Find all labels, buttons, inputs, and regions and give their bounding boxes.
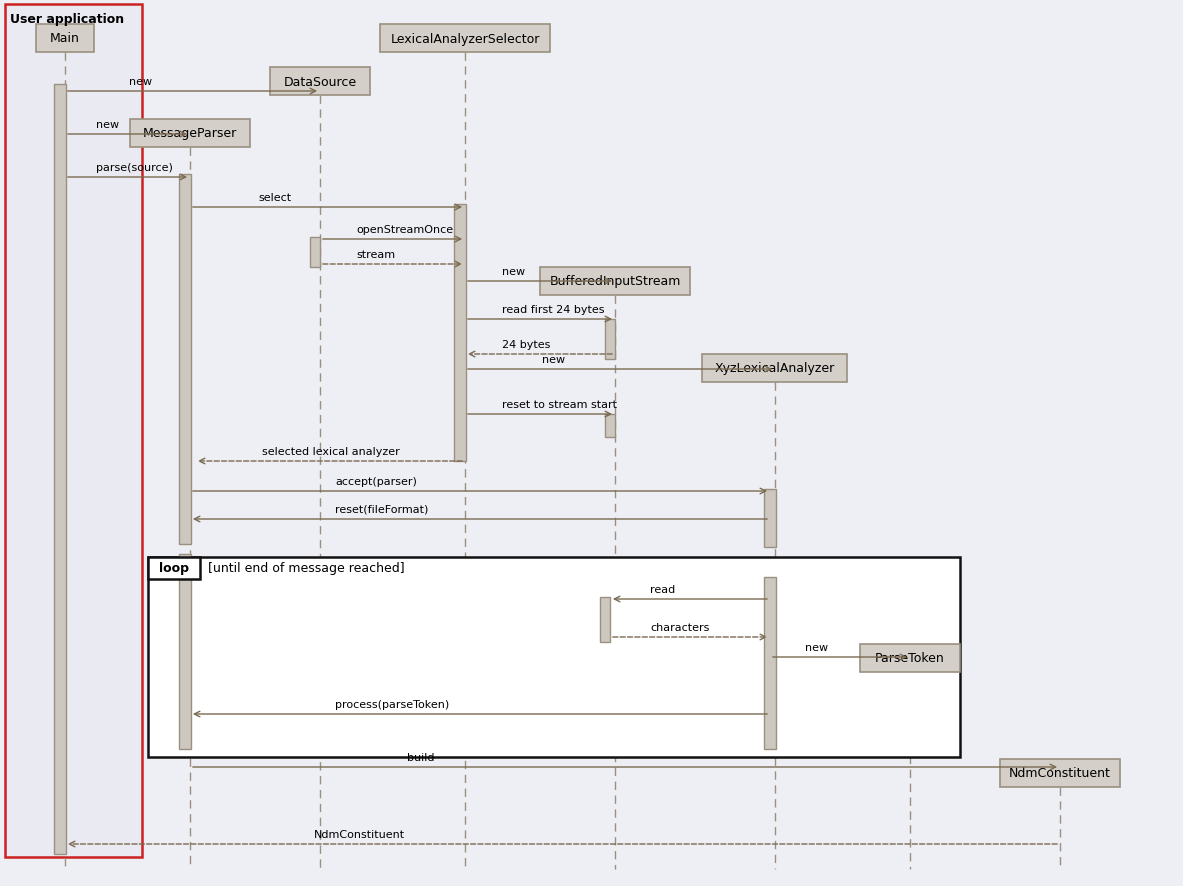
Bar [380,25,550,53]
Text: Main: Main [50,33,80,45]
Bar [310,237,319,268]
Bar [270,68,370,96]
Bar [764,578,776,750]
Bar [54,85,66,854]
Bar [5,5,142,857]
Text: characters: characters [649,622,710,633]
Bar [148,557,200,579]
Text: build: build [407,752,435,762]
Text: MessageParser: MessageParser [143,128,237,140]
Text: select: select [259,193,292,203]
Text: openStreamOnce: openStreamOnce [356,225,453,235]
Text: ParseToken: ParseToken [875,652,945,664]
Text: BufferedInputStream: BufferedInputStream [549,276,680,288]
Text: LexicalAnalyzerSelector: LexicalAnalyzerSelector [390,33,539,45]
Text: reset(fileFormat): reset(fileFormat) [335,504,428,515]
Text: read first 24 bytes: read first 24 bytes [503,305,605,315]
Bar [1000,759,1120,787]
Bar [605,415,615,438]
Text: new: new [804,642,828,652]
Bar [764,489,776,548]
Text: new: new [503,267,525,276]
Text: new: new [543,354,565,364]
Bar [539,268,690,296]
Text: 24 bytes: 24 bytes [503,339,551,350]
Text: read: read [649,585,675,595]
Text: User application: User application [9,13,124,26]
Text: selected lexical analyzer: selected lexical analyzer [263,447,400,456]
Text: XyzLexicalAnalyzer: XyzLexicalAnalyzer [715,362,835,375]
Bar [179,175,190,544]
Text: new: new [129,77,151,87]
Bar [179,555,190,750]
Bar [605,320,615,360]
Bar [35,25,93,53]
Text: stream: stream [356,250,395,260]
Text: reset to stream start: reset to stream start [503,400,618,409]
Text: [until end of message reached]: [until end of message reached] [208,562,405,575]
Text: NdmConstituent: NdmConstituent [1009,766,1111,780]
Bar [148,557,959,758]
Text: accept(parser): accept(parser) [335,477,416,486]
Bar [600,597,610,642]
Text: NdmConstituent: NdmConstituent [313,829,405,839]
Text: process(parseToken): process(parseToken) [335,699,450,709]
Text: parse(source): parse(source) [96,163,173,173]
Bar [130,120,250,148]
Bar [703,354,847,383]
Text: loop: loop [159,562,189,575]
Bar [860,644,959,672]
Bar [454,205,466,462]
Text: DataSource: DataSource [284,75,356,89]
Text: new: new [96,120,119,130]
